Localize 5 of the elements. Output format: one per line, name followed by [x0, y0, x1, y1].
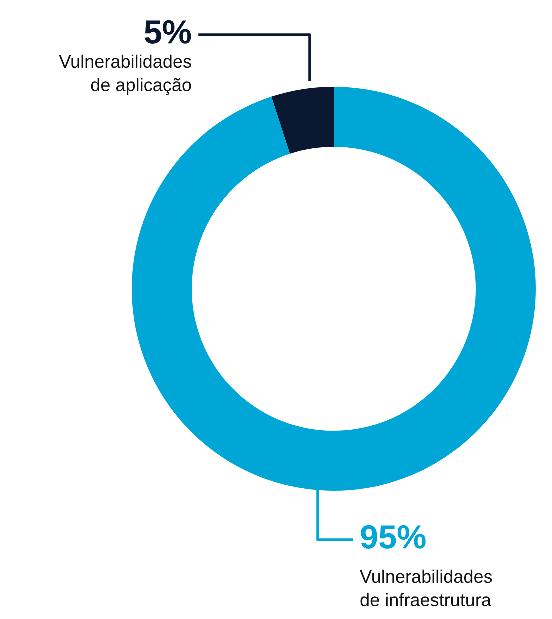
slice-label: Vulnerabilidades de aplicação — [59, 54, 192, 96]
donut-slice — [272, 87, 334, 154]
data-label: 5% — [144, 20, 192, 44]
data-label: 95% — [361, 525, 426, 549]
slice-label: Vulnerabilidades de infraestrutura — [360, 570, 492, 607]
